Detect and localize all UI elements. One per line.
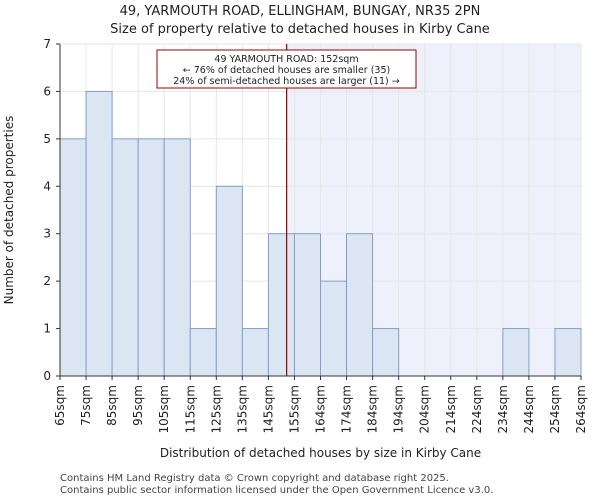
bar xyxy=(293,233,322,377)
bar xyxy=(241,328,269,377)
chart-subtitle: Size of property relative to detached ho… xyxy=(110,22,490,37)
x-tick-label: 184sqm xyxy=(366,385,380,433)
annotation-title: 49 YARMOUTH ROAD: 152sqm xyxy=(214,54,358,65)
bar xyxy=(111,138,139,377)
x-tick-label: 125sqm xyxy=(209,385,223,433)
bar xyxy=(346,233,374,377)
bar xyxy=(554,328,582,377)
x-tick-label: 224sqm xyxy=(470,385,484,433)
x-tick-label: 204sqm xyxy=(418,385,432,433)
y-tick-label: 4 xyxy=(43,179,51,193)
chart-title: 49, YARMOUTH ROAD, ELLINGHAM, BUNGAY, NR… xyxy=(119,4,481,19)
bar xyxy=(320,280,348,377)
x-tick-label: 194sqm xyxy=(392,385,406,433)
y-tick-label: 6 xyxy=(43,84,51,98)
bar xyxy=(85,90,113,377)
x-tick-label: 115sqm xyxy=(183,385,197,433)
footer-line-2: Contains public sector information licen… xyxy=(60,485,494,496)
x-tick-label: 65sqm xyxy=(53,385,67,426)
bar xyxy=(59,138,87,377)
bar xyxy=(215,185,243,377)
x-tick-label: 145sqm xyxy=(261,385,275,433)
bar xyxy=(372,328,400,377)
y-tick-label: 5 xyxy=(43,132,51,146)
bar xyxy=(502,328,530,377)
footer-line-1: Contains HM Land Registry data © Crown c… xyxy=(60,473,449,484)
x-tick-label: 75sqm xyxy=(79,385,93,426)
y-tick-label: 0 xyxy=(43,369,51,383)
x-tick-label: 85sqm xyxy=(105,385,119,426)
bar xyxy=(137,138,165,377)
x-tick-label: 214sqm xyxy=(444,385,458,433)
annotation-smaller: ← 76% of detached houses are smaller (35… xyxy=(183,65,390,76)
x-tick-label: 234sqm xyxy=(496,385,510,433)
y-axis-label: Number of detached properties xyxy=(2,116,16,305)
x-axis-label: Distribution of detached houses by size … xyxy=(160,446,481,460)
bar xyxy=(267,233,295,377)
x-tick-label: 254sqm xyxy=(548,385,562,433)
y-tick-label: 1 xyxy=(43,322,51,336)
bar xyxy=(163,138,191,377)
y-tick-label: 2 xyxy=(43,274,51,288)
bar xyxy=(189,328,217,377)
x-tick-label: 95sqm xyxy=(131,385,145,426)
x-tick-label: 164sqm xyxy=(314,385,328,433)
annotation-larger: 24% of semi-detached houses are larger (… xyxy=(173,76,400,87)
x-tick-label: 244sqm xyxy=(522,385,536,433)
x-tick-label: 264sqm xyxy=(574,385,588,433)
y-tick-label: 3 xyxy=(43,227,51,241)
x-tick-label: 135sqm xyxy=(235,385,249,433)
x-tick-label: 174sqm xyxy=(340,385,354,433)
annotation-box: 49 YARMOUTH ROAD: 152sqm ← 76% of detach… xyxy=(156,49,417,89)
x-tick-label: 155sqm xyxy=(287,385,301,433)
x-tick-label: 105sqm xyxy=(157,385,171,433)
y-tick-label: 7 xyxy=(43,37,51,51)
